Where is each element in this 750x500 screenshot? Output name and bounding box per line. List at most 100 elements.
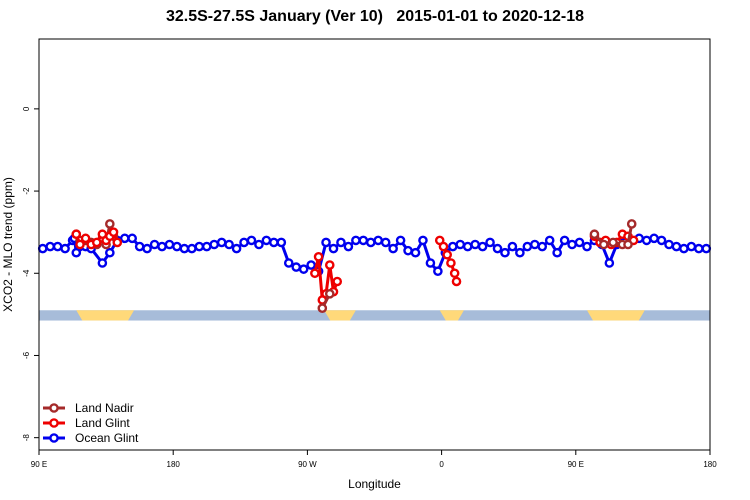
data-point — [373, 235, 384, 246]
data-point — [298, 264, 309, 274]
legend-swatch-marker — [49, 433, 59, 443]
data-point — [336, 237, 346, 248]
legend-entry-land-glint: Land Glint — [43, 416, 130, 430]
x-tick-label: 90 E — [568, 460, 584, 469]
data-point — [470, 239, 480, 250]
y-tick-label: -4 — [22, 269, 31, 277]
data-point — [324, 289, 335, 299]
data-point — [194, 241, 205, 252]
land-band-segment-1 — [324, 310, 356, 321]
data-point — [224, 239, 234, 250]
data-point — [276, 237, 287, 248]
data-point — [261, 235, 272, 246]
data-point — [388, 243, 398, 254]
land-band-segment-2 — [439, 310, 464, 321]
data-point — [119, 233, 130, 244]
data-point — [559, 235, 570, 246]
chart-title: 32.5S-27.5S January (Ver 10) 2015-01-01 … — [165, 8, 585, 25]
data-point — [425, 258, 436, 268]
data-point — [172, 241, 182, 252]
data-point — [283, 258, 294, 268]
y-tick-label: -8 — [22, 434, 31, 442]
land-band-segment-3 — [586, 310, 645, 321]
data-point — [656, 235, 667, 246]
data-point — [418, 235, 428, 246]
data-point — [97, 258, 108, 268]
data-point — [105, 219, 115, 229]
data-point — [157, 241, 167, 252]
y-tick-label: -6 — [22, 351, 31, 359]
data-point — [442, 249, 452, 260]
data-point — [447, 241, 458, 252]
data-point — [438, 241, 449, 252]
data-point — [351, 235, 361, 246]
data-point — [582, 241, 592, 252]
x-tick-label: 180 — [703, 460, 717, 469]
y-axis-ticks: 0 -2 -4 -6 -8 — [22, 106, 39, 441]
data-point — [380, 237, 391, 248]
data-point — [52, 241, 63, 252]
data-point — [552, 247, 562, 258]
data-point — [324, 260, 335, 270]
data-point — [317, 303, 328, 314]
data-point — [37, 243, 48, 254]
data-point — [179, 243, 190, 254]
x-tick-label: 180 — [167, 460, 181, 469]
legend-label: Ocean Glint — [75, 431, 139, 445]
series-land-glint — [434, 235, 462, 287]
x-tick-label: 0 — [439, 460, 444, 469]
data-point — [522, 241, 533, 252]
data-point — [449, 268, 460, 279]
data-point — [108, 227, 119, 237]
data-point — [60, 243, 70, 254]
data-point — [80, 233, 91, 244]
data-point — [75, 239, 85, 250]
data-point — [589, 229, 600, 240]
x-tick-label: 90 E — [31, 460, 47, 469]
data-point — [91, 237, 102, 248]
data-point — [127, 233, 137, 244]
x-axis-ticks: 90 E 180 90 W 0 90 E 180 — [31, 450, 717, 469]
data-point — [694, 243, 704, 254]
data-point — [608, 237, 618, 248]
series-land-glint — [71, 227, 123, 250]
data-point — [395, 235, 406, 246]
data-point — [239, 237, 249, 248]
data-point — [71, 229, 82, 240]
data-point — [269, 237, 279, 248]
data-point — [365, 237, 376, 248]
data-point — [544, 235, 555, 246]
data-point — [649, 233, 659, 244]
ocean-band — [39, 310, 710, 321]
data-point — [149, 239, 160, 250]
data-point — [433, 266, 443, 277]
series-layer — [37, 219, 712, 314]
data-point — [410, 247, 421, 258]
data-point — [71, 247, 82, 258]
data-point — [623, 239, 633, 250]
data-point — [332, 276, 343, 287]
data-point — [246, 235, 257, 246]
data-point — [455, 239, 466, 250]
data-point — [209, 239, 220, 250]
data-point — [477, 241, 488, 252]
y-tick-label: 0 — [22, 106, 31, 111]
data-point — [567, 239, 577, 250]
data-point — [451, 276, 462, 287]
y-tick-label: -2 — [22, 187, 31, 195]
data-point — [686, 241, 697, 252]
data-point — [291, 262, 302, 272]
series-land-nadir — [589, 219, 637, 250]
data-point — [187, 243, 197, 254]
data-point — [671, 241, 682, 252]
data-point — [598, 239, 609, 250]
legend-swatch-marker — [49, 403, 59, 413]
data-point — [529, 239, 540, 250]
land-band-segment-0 — [76, 310, 135, 321]
data-point — [306, 260, 316, 270]
y-axis-label: XCO2 - MLO trend (ppm) — [1, 177, 15, 312]
data-point — [446, 258, 456, 268]
data-point — [112, 237, 123, 248]
